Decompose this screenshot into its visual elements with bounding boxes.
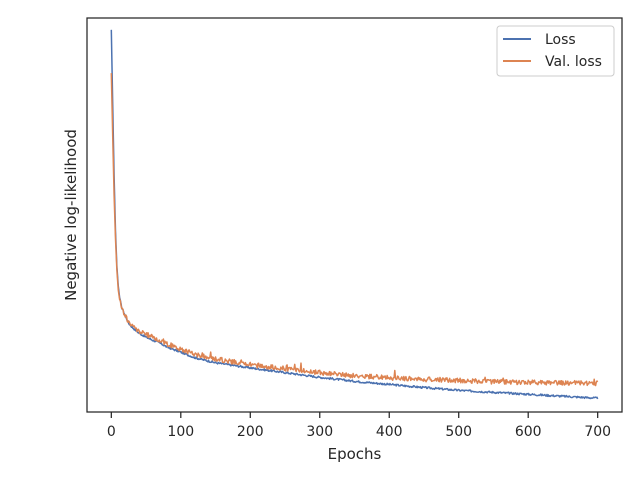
x-axis-label: Epochs [328,445,382,463]
legend: Loss Val. loss [496,25,615,77]
x-tick-label: 700 [584,424,611,440]
x-tick-label: 600 [515,424,542,440]
x-tick-label: 300 [306,424,333,440]
series-line-val-loss [110,73,599,387]
series-line-loss [110,29,599,400]
series-layer [110,29,599,400]
y-axis-label: Negative log-likelihood [62,129,80,301]
x-tick-label: 400 [376,424,403,440]
x-tick-label: 500 [445,424,472,440]
legend-label: Loss [545,32,576,48]
legend-label: Val. loss [545,54,602,70]
plot-frame [86,17,623,413]
x-tick-label: 200 [237,424,264,440]
x-tick-label: 100 [167,424,194,440]
x-axis: 0 100 200 300 400 500 600 700 [107,412,611,440]
x-tick-label: 0 [107,424,116,440]
